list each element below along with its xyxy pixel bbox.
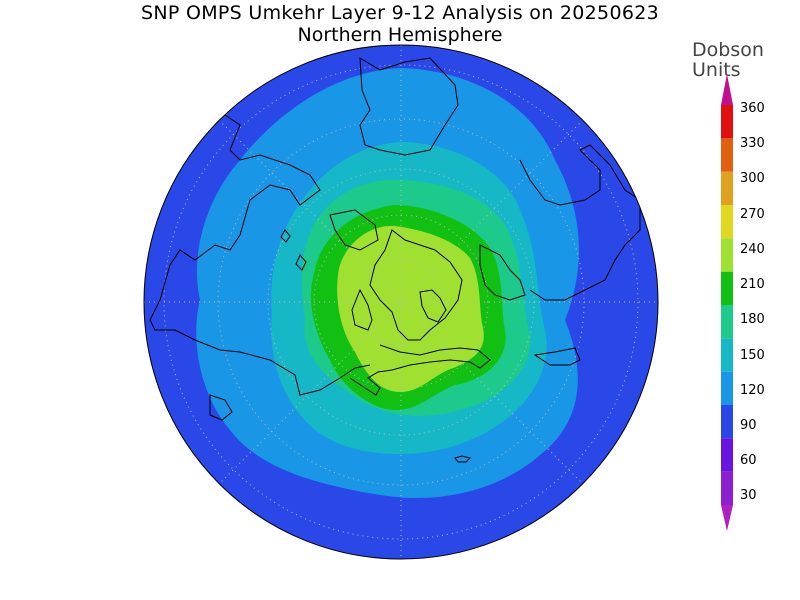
cbar-tick-30: 30 <box>740 488 757 503</box>
graticule <box>144 45 658 559</box>
cbar-tick-210: 210 <box>740 277 765 292</box>
units-line-2: Units <box>692 59 741 81</box>
colorbar-labels: 30 60 90 120 150 180 210 240 270 300 330… <box>740 101 765 503</box>
colorbar-swatch-210 <box>721 271 733 305</box>
colorbar-swatch-300 <box>721 171 733 205</box>
ozone-contour-fill <box>144 45 658 559</box>
map-subtitle: Northern Hemisphere <box>297 24 503 46</box>
colorbar-swatch-90 <box>721 405 733 439</box>
cbar-tick-360: 360 <box>740 101 765 116</box>
colorbar-swatch-150 <box>721 338 733 372</box>
units-label: Dobson Units <box>692 40 764 80</box>
colorbar-swatch-120 <box>721 371 733 405</box>
map-title: SNP OMPS Umkehr Layer 9-12 Analysis on 2… <box>140 2 659 24</box>
cbar-tick-150: 150 <box>740 348 765 363</box>
cbar-tick-300: 300 <box>740 171 765 186</box>
map-border <box>143 44 659 560</box>
colorbar-arrow-bottom <box>721 505 733 531</box>
colorbar-swatch-180 <box>721 305 733 339</box>
colorbar-swatch-270 <box>721 205 733 239</box>
band-210-240 <box>337 225 484 392</box>
colorbar-swatch-240 <box>721 238 733 272</box>
cbar-tick-330: 330 <box>740 136 765 151</box>
colorbar-swatch-60 <box>721 438 733 472</box>
colorbar-swatches <box>721 105 733 505</box>
cbar-tick-270: 270 <box>740 207 765 222</box>
cbar-tick-60: 60 <box>740 453 757 468</box>
colorbar-swatch-330 <box>721 138 733 172</box>
coastlines <box>149 57 641 463</box>
cbar-tick-180: 180 <box>740 312 765 327</box>
colorbar-swatch-30 <box>721 471 733 505</box>
units-line-1: Dobson <box>692 39 764 61</box>
cbar-tick-120: 120 <box>740 383 765 398</box>
cbar-tick-90: 90 <box>740 418 757 433</box>
cbar-tick-240: 240 <box>740 242 765 257</box>
colorbar-arrow-top <box>721 74 733 105</box>
colorbar-swatch-360 <box>721 105 733 139</box>
